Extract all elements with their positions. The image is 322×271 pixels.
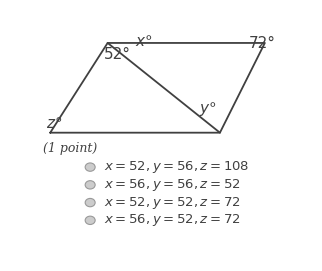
Text: $\mathit{x} = 56, \mathit{y} = 52, \mathit{z} = 72$: $\mathit{x} = 56, \mathit{y} = 52, \math… (104, 212, 241, 228)
Text: $\mathit{x} = 56, \mathit{y} = 56, \mathit{z} = 52$: $\mathit{x} = 56, \mathit{y} = 56, \math… (104, 177, 241, 193)
Text: $y$°: $y$° (199, 100, 216, 118)
Circle shape (85, 216, 95, 224)
Text: $z$°: $z$° (46, 116, 63, 131)
Text: 72°: 72° (249, 37, 276, 51)
Text: (1 point): (1 point) (43, 142, 97, 155)
Text: $\mathit{x} = 52, \mathit{y} = 56, \mathit{z} = 108$: $\mathit{x} = 52, \mathit{y} = 56, \math… (104, 159, 249, 175)
Circle shape (85, 181, 95, 189)
Circle shape (85, 198, 95, 207)
Text: $\mathit{x} = 52, \mathit{y} = 52, \mathit{z} = 72$: $\mathit{x} = 52, \mathit{y} = 52, \math… (104, 195, 241, 211)
Text: $x$°: $x$° (135, 34, 153, 49)
Circle shape (85, 163, 95, 171)
Text: 52°: 52° (104, 47, 131, 62)
